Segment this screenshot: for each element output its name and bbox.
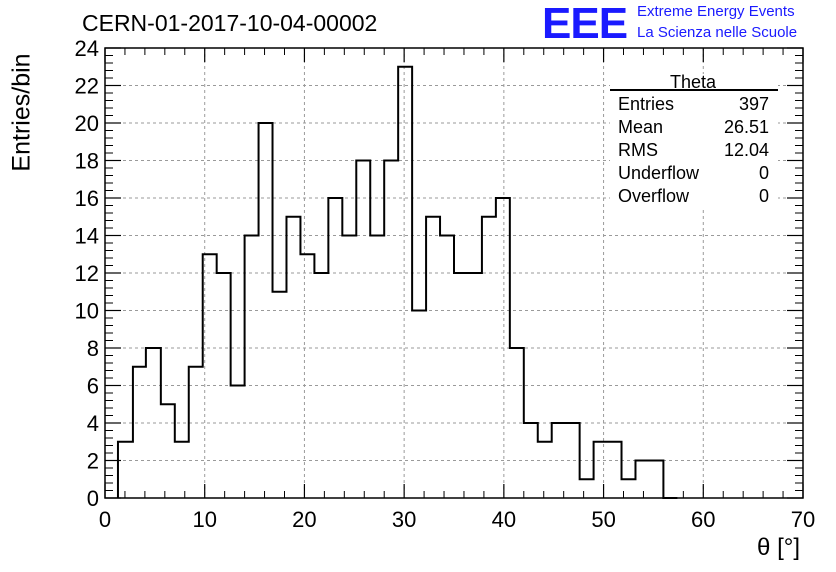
x-tick-label: 70 (791, 507, 815, 532)
stats-row-label: RMS (618, 140, 658, 160)
y-tick-label: 18 (75, 149, 99, 174)
x-tick-label: 0 (99, 507, 111, 532)
x-tick-label: 40 (492, 507, 516, 532)
logo-subtitle-line-1: Extreme Energy Events (637, 3, 795, 20)
y-tick-label: 22 (75, 74, 99, 99)
chart-title: CERN-01-2017-10-04-00002 (82, 10, 378, 36)
logo-subtitle-line-2: La Scienza nelle Scuole (637, 24, 798, 41)
stats-row-label: Overflow (618, 186, 690, 206)
x-tick-label: 10 (192, 507, 216, 532)
stats-row-value: 0 (759, 163, 769, 183)
y-tick-label: 0 (87, 486, 99, 511)
stats-row-label: Underflow (618, 163, 700, 183)
y-tick-label: 14 (75, 224, 99, 249)
y-tick-label: 16 (75, 186, 99, 211)
stats-row-value: 397 (739, 94, 769, 114)
stats-row-label: Entries (618, 94, 674, 114)
x-axis-label: θ [°] (757, 534, 800, 561)
stats-box-background (610, 74, 778, 210)
y-tick-label: 4 (87, 411, 99, 436)
stats-row-value: 12.04 (724, 140, 769, 160)
y-tick-label: 8 (87, 336, 99, 361)
y-tick-label: 6 (87, 374, 99, 399)
stats-row-value: 26.51 (724, 117, 769, 137)
y-tick-label: 2 (87, 449, 99, 474)
y-tick-label: 10 (75, 299, 99, 324)
x-tick-label: 50 (591, 507, 615, 532)
axis-ticks (104, 47, 804, 499)
y-tick-label: 24 (75, 36, 99, 61)
x-tick-label: 60 (691, 507, 715, 532)
stats-box-title: Theta (670, 72, 717, 92)
x-tick-label: 20 (292, 507, 316, 532)
eee-logo: EEE (542, 0, 628, 48)
x-tick-label: 30 (392, 507, 416, 532)
stats-row-label: Mean (618, 117, 663, 137)
histogram-step-line (116, 65, 678, 499)
y-tick-label: 12 (75, 261, 99, 286)
y-tick-label: 20 (75, 111, 99, 136)
stats-row-value: 0 (759, 186, 769, 206)
